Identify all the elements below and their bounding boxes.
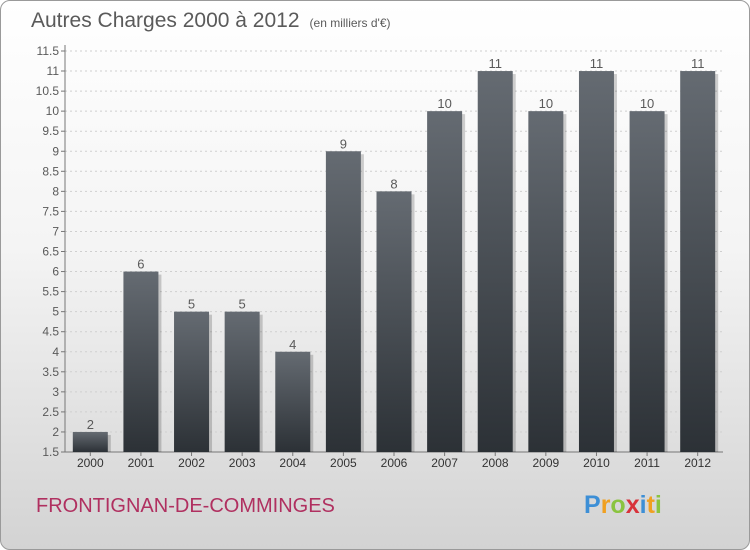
data-label: 4 [289,337,296,352]
data-labels: 2 6 5 5 4 9 8 10 11 10 11 10 11 [87,56,705,432]
y-tick-label: 11 [47,64,60,78]
bars [72,71,719,453]
x-tick-label: 2005 [330,456,357,470]
bar-2000 [72,431,108,452]
x-tick-label: 2006 [381,456,408,470]
x-tick-label: 2001 [128,456,155,470]
data-label: 2 [87,417,94,432]
y-tick-label: 7 [52,224,59,238]
data-label: 6 [137,257,144,272]
data-label: 5 [239,297,246,312]
y-tick-label: 5 [52,305,59,319]
x-tick-label: 2004 [279,456,306,470]
y-tick-label: 3 [52,385,59,399]
y-tick-label: 2.5 [42,405,59,419]
proxiti-logo: Proxiti [584,491,662,520]
y-tick-label: 6 [52,265,59,279]
data-label: 11 [488,56,502,71]
x-tick-label: 2003 [229,456,256,470]
y-tick-label: 4.5 [42,325,59,339]
x-tick-label: 2012 [684,456,711,470]
bar-2001 [123,271,159,452]
logo-letter: x [625,491,640,519]
x-tick-label: 2011 [634,456,660,470]
y-tick-label: 10.5 [36,84,60,98]
bar-2007 [427,111,463,453]
logo-letter: o [610,491,626,519]
chart-title: Autres Charges 2000 à 2012 [31,9,300,32]
y-tick-label: 10 [46,104,60,118]
y-tick-label: 6.5 [42,245,59,259]
data-label: 8 [390,176,397,191]
x-tick-label: 2010 [583,456,610,470]
bar-2003 [224,311,260,452]
x-tick-label: 2002 [178,456,205,470]
data-label: 5 [188,297,195,312]
bar-2011 [629,111,665,453]
x-tick-label: 2008 [482,456,509,470]
y-tick-label: 1.5 [42,445,59,459]
x-tick-label: 2007 [431,456,458,470]
data-label: 11 [590,56,604,71]
logo-letter: i [639,491,647,519]
data-label: 10 [539,96,553,111]
y-tick-label: 2 [52,425,59,439]
data-label: 10 [640,96,654,111]
data-label: 10 [437,96,451,111]
y-tick-label: 3.5 [42,365,59,379]
bar-2010 [578,71,614,453]
logo-letter: r [600,491,611,519]
x-tick-label: 2009 [532,456,559,470]
chart-title-block: Autres Charges 2000 à 2012 (en milliers d… [31,9,391,33]
city-name: FRONTIGNAN-DE-COMMINGES [36,495,335,517]
y-tick-label: 8 [52,184,59,198]
chart-subtitle: (en milliers d'€) [309,16,391,30]
y-tick-label: 5.5 [42,285,59,299]
y-tick-label: 7.5 [42,204,59,218]
logo-letter: i [654,491,662,519]
bar-2012 [680,71,716,453]
bar-2004 [275,351,311,452]
y-tick-label: 4 [52,345,59,359]
bar-2008 [477,71,513,453]
y-tick-label: 11.5 [37,44,60,58]
y-tick-label: 9 [52,144,59,158]
bar-2005 [325,151,361,452]
bar-2002 [174,311,210,452]
y-tick-label: 9.5 [42,124,59,138]
x-tick-label: 2000 [77,456,104,470]
bar-2006 [376,191,412,452]
bar-2009 [528,111,564,453]
data-label: 9 [340,136,347,151]
data-label: 11 [691,56,705,71]
logo-letter: t [646,491,655,519]
logo-letter: P [584,491,601,519]
y-tick-label: 8.5 [42,164,59,178]
